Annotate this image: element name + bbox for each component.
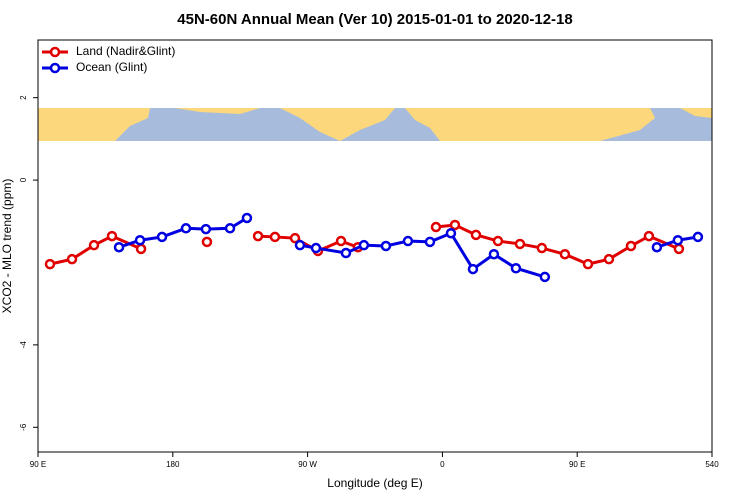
data-point bbox=[643, 230, 655, 242]
data-point bbox=[402, 235, 414, 247]
data-point bbox=[200, 223, 212, 235]
data-point bbox=[135, 243, 147, 255]
chart-title: 45N-60N Annual Mean (Ver 10) 2015-01-01 … bbox=[177, 11, 572, 28]
y-axis-label: XCO2 - MLO trend (ppm) bbox=[0, 179, 14, 314]
data-point bbox=[582, 258, 594, 270]
data-point bbox=[692, 231, 704, 243]
data-point bbox=[449, 219, 461, 231]
y-tick-label: -6 bbox=[19, 423, 28, 431]
data-point bbox=[430, 221, 442, 233]
data-point bbox=[673, 243, 685, 255]
data-point bbox=[539, 271, 551, 283]
plot-frame bbox=[37, 39, 713, 453]
data-point bbox=[536, 242, 548, 254]
y-tick-label: 0 bbox=[19, 177, 28, 182]
x-tick-label: 180 bbox=[166, 460, 180, 469]
x-tick-label: 90 E bbox=[569, 460, 585, 469]
data-point bbox=[358, 239, 370, 251]
data-point bbox=[380, 240, 392, 252]
series-line bbox=[435, 223, 680, 266]
legend-marker bbox=[49, 46, 61, 58]
data-point bbox=[467, 263, 479, 275]
data-point bbox=[106, 230, 118, 242]
legend-label: Ocean (Glint) bbox=[76, 60, 147, 74]
data-point bbox=[224, 223, 236, 234]
data-point bbox=[66, 253, 78, 265]
data-point bbox=[340, 247, 352, 259]
data-point bbox=[488, 248, 500, 260]
x-tick-label: 90 W bbox=[298, 460, 317, 469]
data-point bbox=[335, 235, 347, 247]
data-point bbox=[445, 227, 457, 239]
map-strip bbox=[38, 108, 712, 141]
data-point bbox=[88, 239, 100, 251]
data-point bbox=[603, 253, 615, 265]
data-point bbox=[44, 258, 56, 270]
data-point bbox=[510, 262, 522, 274]
data-point bbox=[156, 231, 168, 243]
data-point bbox=[470, 229, 482, 241]
data-point bbox=[289, 232, 301, 244]
data-point bbox=[294, 239, 306, 251]
legend-label: Land (Nadir&Glint) bbox=[76, 44, 175, 58]
data-point bbox=[252, 230, 264, 242]
data-point bbox=[492, 235, 504, 247]
y-tick-label: 2 bbox=[19, 95, 28, 100]
data-point bbox=[180, 223, 192, 234]
data-point bbox=[241, 212, 253, 224]
data-point bbox=[651, 241, 663, 253]
data-point bbox=[113, 241, 125, 253]
legend-marker bbox=[49, 62, 61, 74]
data-point bbox=[424, 236, 436, 248]
data-point bbox=[201, 236, 213, 248]
x-tick-label: 90 E bbox=[30, 460, 46, 469]
data-point bbox=[559, 248, 571, 260]
data-point bbox=[625, 240, 637, 252]
data-point bbox=[672, 234, 684, 246]
data-point bbox=[269, 231, 281, 243]
x-axis-label: Longitude (deg E) bbox=[327, 476, 422, 490]
x-tick-label: 540 bbox=[705, 460, 719, 469]
data-point bbox=[310, 242, 322, 254]
x-tick-label: 0 bbox=[440, 460, 445, 469]
data-point bbox=[134, 234, 146, 246]
data-point bbox=[514, 238, 526, 250]
y-tick-label: -4 bbox=[19, 341, 28, 349]
